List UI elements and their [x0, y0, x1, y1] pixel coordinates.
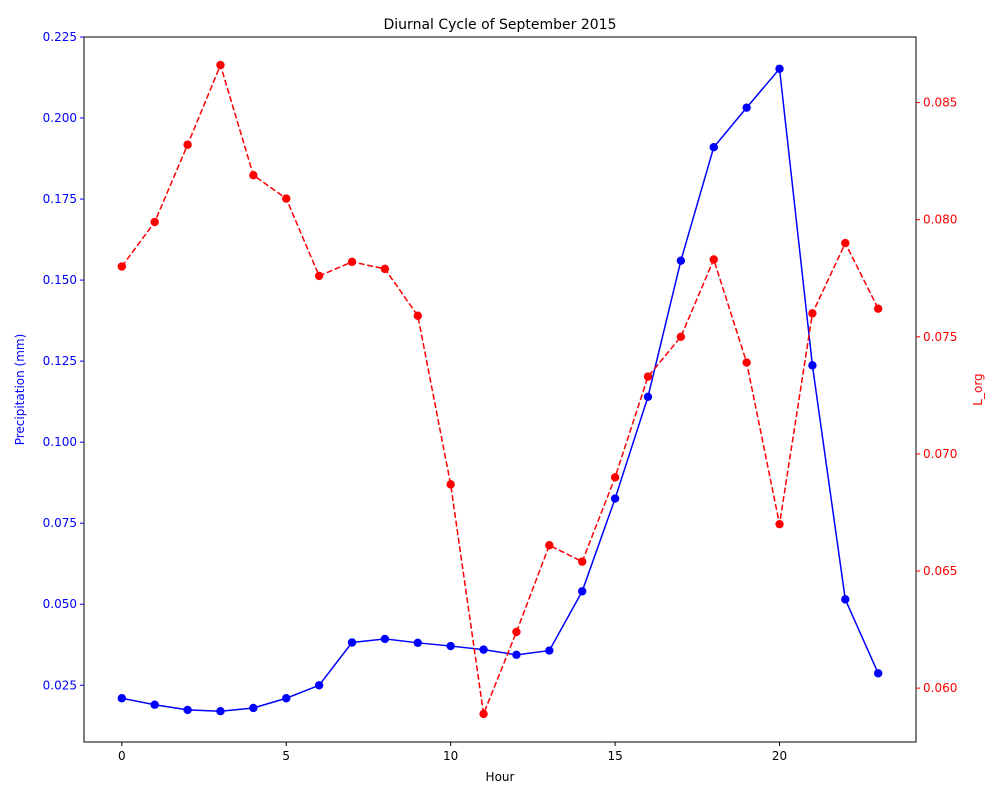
- series-left-point: [249, 703, 258, 713]
- series-left-point: [808, 361, 817, 370]
- x-axis: 0 5 10 15 20: [118, 742, 787, 763]
- y-right-tick-label: 0.070: [923, 447, 957, 461]
- series-left-point: [183, 705, 192, 715]
- series-left-point: [610, 494, 620, 503]
- series-right-point: [413, 311, 422, 320]
- y-right-tick-label: 0.075: [923, 330, 957, 344]
- series-right-point: [512, 627, 521, 637]
- y-right-tick-label: 0.065: [923, 564, 957, 578]
- y-right-tick-label: 0.060: [923, 681, 957, 695]
- series-right-point: [610, 473, 620, 482]
- series-right-point: [314, 271, 324, 281]
- series-left-line: [121, 66, 879, 712]
- series-left-point: [841, 595, 850, 604]
- series-left-point: [545, 646, 554, 655]
- series-left-point: [446, 641, 455, 651]
- x-tick-label: 10: [443, 749, 458, 763]
- series-right-point: [183, 140, 192, 149]
- series-right-point: [709, 255, 718, 264]
- series-left-point: [117, 694, 127, 703]
- y-left-tick-label: 0.050: [43, 597, 77, 611]
- y-left-tick-label: 0.100: [43, 435, 77, 449]
- series-layer: [117, 60, 883, 719]
- y-left-tick-label: 0.225: [43, 30, 77, 44]
- series-left-point: [216, 707, 225, 716]
- series-right-point: [117, 262, 127, 271]
- y-axis-left-label: Precipitation (mm): [13, 334, 27, 446]
- chart-title: Diurnal Cycle of September 2015: [384, 17, 617, 33]
- series-left-point: [775, 64, 784, 73]
- x-tick-label: 15: [607, 749, 622, 763]
- series-left-point: [512, 650, 521, 660]
- series-right-point: [841, 238, 850, 248]
- x-tick-label: 5: [282, 749, 290, 763]
- series-right-point: [545, 541, 554, 550]
- series-left-point: [413, 638, 422, 648]
- series-left-point: [742, 103, 751, 112]
- series-left-point: [282, 694, 291, 703]
- series-right-line: [121, 62, 879, 717]
- series-right-point: [249, 170, 258, 180]
- series-right-point: [742, 358, 751, 367]
- y-right-tick-label: 0.085: [923, 96, 957, 110]
- y-left-tick-label: 0.025: [43, 678, 77, 692]
- series-right-point: [446, 480, 455, 489]
- y-left-tick-label: 0.125: [43, 354, 77, 368]
- x-tick-label: 20: [772, 749, 787, 763]
- series-left-point: [314, 681, 324, 690]
- series-left-point: [150, 700, 159, 709]
- series-right-point: [578, 557, 587, 566]
- y-axis-right-label: L_org: [971, 373, 985, 405]
- series-left-point: [479, 645, 488, 654]
- series-left-point: [709, 143, 718, 152]
- series-right-point: [479, 709, 488, 719]
- y-axis-right: 0.060 0.065 0.070 0.075 0.080 0.085: [916, 96, 957, 695]
- y-left-tick-label: 0.150: [43, 273, 77, 287]
- series-right-point: [282, 194, 291, 203]
- series-right-point: [347, 257, 357, 267]
- series-right-point: [873, 304, 883, 313]
- y-left-tick-label: 0.075: [43, 516, 77, 530]
- series-left-point: [873, 669, 883, 678]
- y-axis-left: 0.025 0.050 0.075 0.100 0.125 0.150 0.175 0.200…: [43, 30, 84, 692]
- x-axis-label: Hour: [486, 770, 515, 784]
- series-right-point: [676, 332, 686, 341]
- y-left-tick-label: 0.175: [43, 192, 77, 206]
- series-right-point: [380, 264, 390, 274]
- y-left-tick-label: 0.200: [43, 111, 77, 125]
- series-right-point: [643, 372, 653, 381]
- series-right-point: [808, 309, 817, 318]
- series-left-point: [643, 392, 653, 401]
- plot-frame: [83, 36, 917, 743]
- series-right-point: [775, 519, 784, 529]
- y-right-tick-label: 0.080: [923, 213, 957, 227]
- series-left-point: [347, 638, 357, 647]
- series-right-point: [150, 217, 159, 227]
- series-left-point: [380, 634, 390, 644]
- series-right-point: [216, 60, 225, 70]
- series-left-point: [578, 587, 587, 596]
- x-tick-label: 0: [118, 749, 126, 763]
- series-left-point: [676, 256, 686, 265]
